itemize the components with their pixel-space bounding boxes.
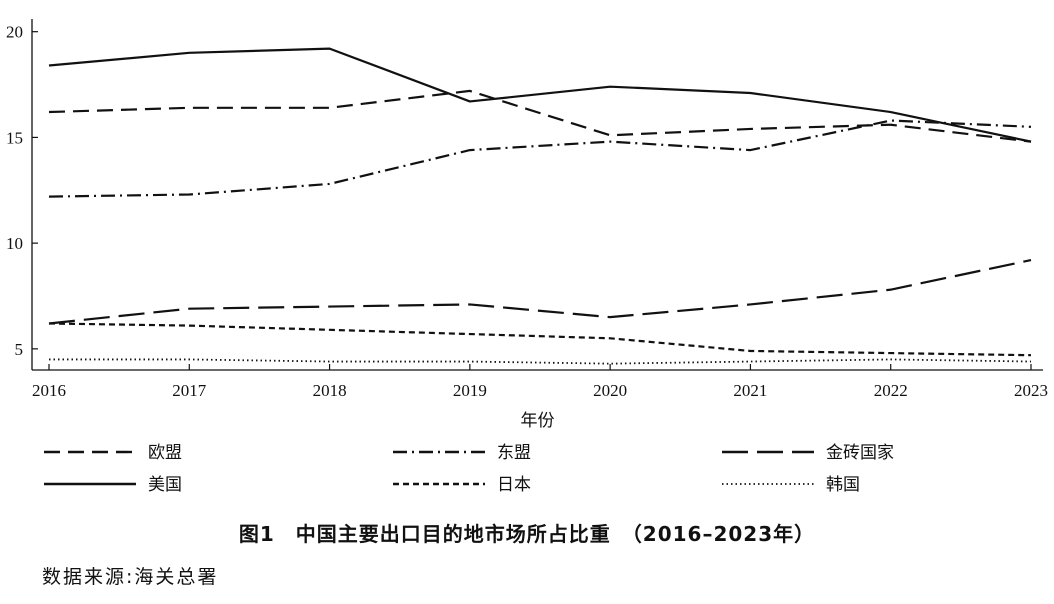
y-tick-label: 10 xyxy=(6,234,23,253)
y-tick-label: 5 xyxy=(15,340,24,359)
x-tick-label: 2016 xyxy=(32,381,66,400)
x-tick-label: 2023 xyxy=(1014,381,1048,400)
x-tick-label: 2017 xyxy=(172,381,207,400)
series-line xyxy=(48,89,1032,143)
x-tick-label: 2021 xyxy=(733,381,767,400)
series-line xyxy=(48,322,1032,357)
y-tick-label: 15 xyxy=(6,128,23,147)
y-tick-label: 20 xyxy=(6,23,23,42)
x-tick-label: 2022 xyxy=(874,381,908,400)
series-line xyxy=(48,258,1032,325)
x-tick-label: 2018 xyxy=(313,381,347,400)
series-line xyxy=(49,358,1032,365)
x-tick-label: 2020 xyxy=(593,381,627,400)
x-tick-label: 2019 xyxy=(453,381,487,400)
figure-title: 图1 中国主要出口目的地市场所占比重 （2016–2023年） xyxy=(238,522,816,546)
legend-label: 日本 xyxy=(497,475,531,495)
series-line xyxy=(48,119,1032,198)
data-source-note: 数据来源:海关总署 xyxy=(42,566,219,588)
legend-label: 金砖国家 xyxy=(826,443,894,463)
x-axis-title: 年份 xyxy=(521,411,555,431)
legend-label: 欧盟 xyxy=(148,443,182,463)
legend-label: 韩国 xyxy=(826,475,860,495)
chart-axes: 20 15 10 5 2016 2017 2018 2019 2020 2021 2022 2023 xyxy=(6,19,1048,400)
series-layer xyxy=(48,47,1032,365)
legend-label: 东盟 xyxy=(497,443,531,463)
series-line xyxy=(48,47,1032,143)
legend-label: 美国 xyxy=(148,475,182,495)
